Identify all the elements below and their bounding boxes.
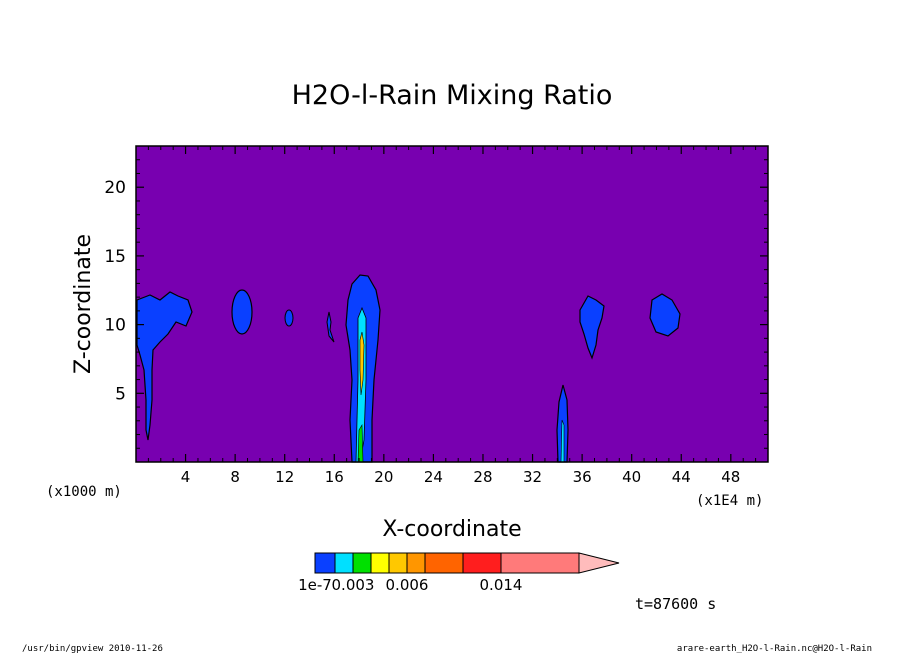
x-axis: 4 8 12 16 20 24 28 32 36 40 44 48 xyxy=(147,146,757,486)
y-tick-label: 15 xyxy=(104,247,126,267)
footer-right: arare-earth_H2O-l-Rain.nc@H2O-l-Rain xyxy=(677,644,872,654)
chart-title: H2O-l-Rain Mixing Ratio xyxy=(292,80,613,111)
x-tick-label: 48 xyxy=(721,468,740,486)
colorbar-label: 0.006 xyxy=(386,576,429,594)
cloud-sliver-16 xyxy=(326,311,335,343)
cloud-core-inner-18 xyxy=(359,331,365,396)
colorbar-segment xyxy=(388,552,408,574)
cloud-core-green-18 xyxy=(357,423,364,463)
colorbar-segment xyxy=(424,552,464,574)
x-tick-label: 44 xyxy=(672,468,691,486)
colorbar-segment xyxy=(352,552,372,574)
x-axis-title: X-coordinate xyxy=(382,517,521,542)
x-tick-label: 28 xyxy=(473,468,492,486)
colorbar-segment xyxy=(462,552,502,574)
x-unit-label: (x1E4 m) xyxy=(696,493,763,509)
colorbar-segment xyxy=(314,552,336,574)
x-tick-label: 32 xyxy=(523,468,542,486)
cloud-left xyxy=(136,291,193,441)
y-tick-label: 10 xyxy=(104,316,126,336)
colorbar-extension xyxy=(578,552,620,574)
footer-left: /usr/bin/gpview 2010-11-26 xyxy=(22,644,163,654)
colorbar-segment xyxy=(500,552,580,574)
colorbar-segment xyxy=(406,552,426,574)
y-axis-title: Z-coordinate xyxy=(71,234,96,374)
colorbar-label: 0.003 xyxy=(332,576,375,594)
x-tick-label: 40 xyxy=(622,468,641,486)
y-axis: 5 10 15 20 xyxy=(104,159,768,449)
x-tick-label: 36 xyxy=(573,468,592,486)
colorbar: 1e-7 0.003 0.006 0.014 xyxy=(298,552,620,594)
y-tick-label: 20 xyxy=(104,178,126,198)
plot-frame xyxy=(135,145,769,463)
cloud-blob-8 xyxy=(231,289,253,335)
cloud-anvil-37 xyxy=(579,295,605,360)
x-tick-label: 20 xyxy=(374,468,393,486)
y-tick-label: 5 xyxy=(115,384,126,404)
x-tick-label: 12 xyxy=(275,468,294,486)
time-label: t=87600 s xyxy=(635,595,716,613)
colorbar-label: 0.014 xyxy=(480,576,523,594)
cloud-blob-12 xyxy=(284,309,294,327)
rain-field-features xyxy=(136,274,681,463)
colorbar-segment xyxy=(370,552,390,574)
x-tick-label: 16 xyxy=(325,468,344,486)
colorbar-segment xyxy=(334,552,354,574)
x-tick-label: 8 xyxy=(230,468,240,486)
x-tick-label: 4 xyxy=(181,468,191,486)
x-tick-label: 24 xyxy=(424,468,443,486)
cloud-blob-43 xyxy=(649,293,681,337)
y-unit-label: (x1000 m) xyxy=(46,484,122,500)
colorbar-label: 1e-7 xyxy=(298,576,332,594)
